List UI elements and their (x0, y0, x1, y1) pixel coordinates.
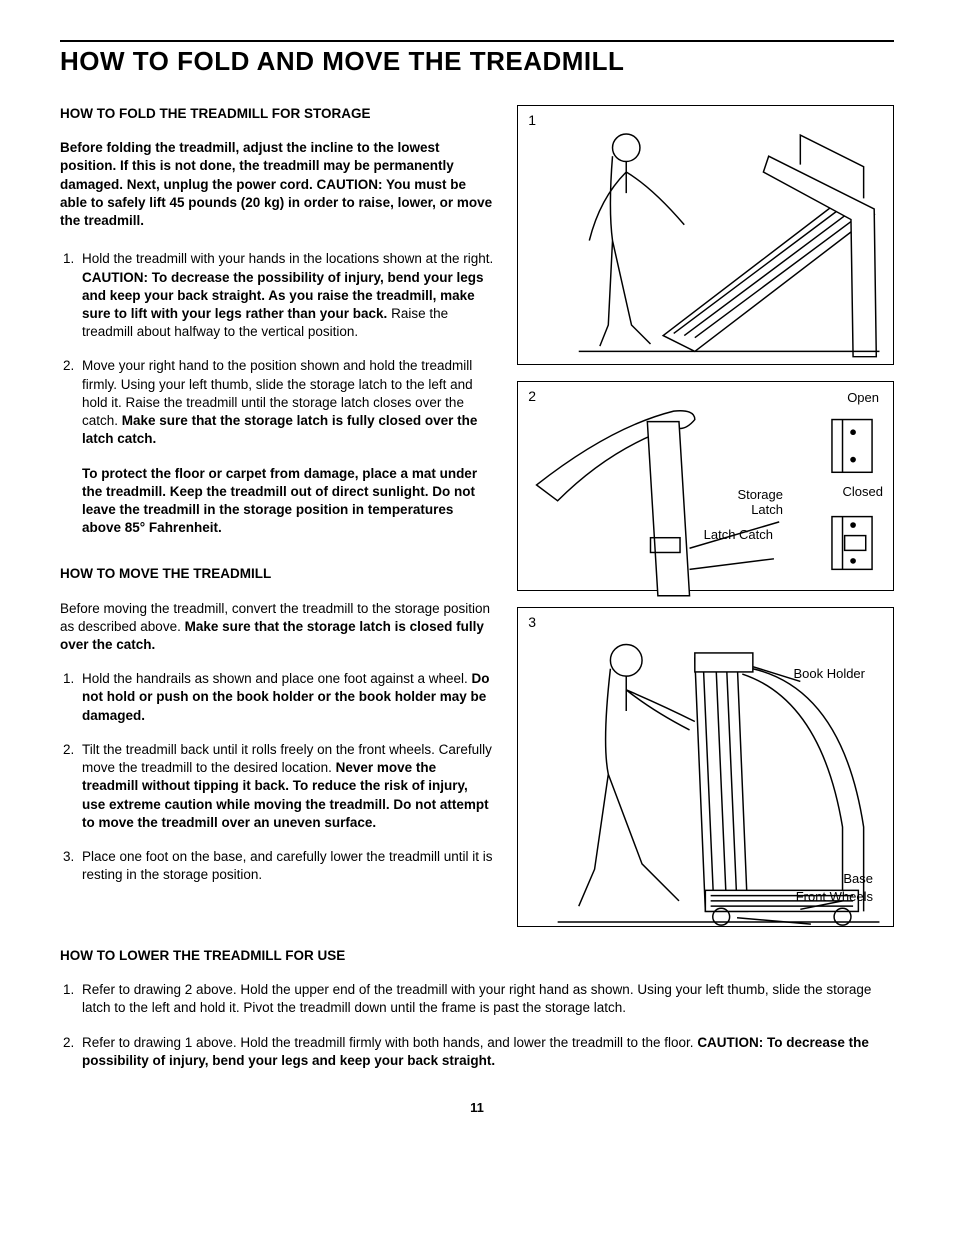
top-rule (60, 40, 894, 42)
page-title: HOW TO FOLD AND MOVE THE TREADMILL (60, 46, 894, 77)
move-steps: Hold the handrails as shown and place on… (60, 670, 493, 884)
text-column: HOW TO FOLD THE TREADMILL FOR STORAGE Be… (60, 105, 493, 927)
lower-step-2: Refer to drawing 1 above. Hold the tread… (78, 1034, 894, 1070)
lower-step-1: Refer to drawing 2 above. Hold the upper… (78, 981, 894, 1017)
figure-3: 3 Book Holder Base Front Wheels (517, 607, 894, 927)
figure-1-illustration (526, 114, 885, 378)
label-front-wheels: Front Wheels (796, 889, 873, 904)
page-number: 11 (60, 1100, 894, 1115)
label-latch-catch: Latch Catch (704, 527, 773, 542)
figure-column: 1 2 Open Closed (517, 105, 894, 927)
lower-steps: Refer to drawing 2 above. Hold the upper… (60, 981, 894, 1070)
move-step-1: Hold the handrails as shown and place on… (78, 670, 493, 725)
fold-heading: HOW TO FOLD THE TREADMILL FOR STORAGE (60, 105, 493, 123)
move-step-3: Place one foot on the base, and carefull… (78, 848, 493, 884)
label-base: Base (843, 871, 873, 886)
fold-step-1: Hold the treadmill with your hands in th… (78, 250, 493, 341)
label-open: Open (847, 390, 879, 405)
lower-section: HOW TO LOWER THE TREADMILL FOR USE Refer… (60, 947, 894, 1070)
move-heading: HOW TO MOVE THE TREADMILL (60, 565, 493, 583)
figure-2-illustration (526, 390, 885, 601)
two-column-layout: HOW TO FOLD THE TREADMILL FOR STORAGE Be… (60, 105, 894, 927)
move-step-2: Tilt the treadmill back until it rolls f… (78, 741, 493, 832)
fold-steps: Hold the treadmill with your hands in th… (60, 250, 493, 537)
label-book-holder: Book Holder (793, 666, 865, 681)
figure-1: 1 (517, 105, 894, 365)
move-intro: Before moving the treadmill, convert the… (60, 600, 493, 655)
figure-2: 2 Open Closed StorageLatch Latch Catch (517, 381, 894, 591)
figure-3-num: 3 (528, 614, 536, 630)
figure-2-num: 2 (528, 388, 536, 404)
figure-1-num: 1 (528, 112, 536, 128)
lower-heading: HOW TO LOWER THE TREADMILL FOR USE (60, 947, 894, 965)
label-storage-latch: StorageLatch (737, 487, 783, 517)
label-closed: Closed (843, 484, 883, 499)
fold-step-2: Move your right hand to the position sho… (78, 357, 493, 537)
fold-intro: Before folding the treadmill, adjust the… (60, 139, 493, 230)
